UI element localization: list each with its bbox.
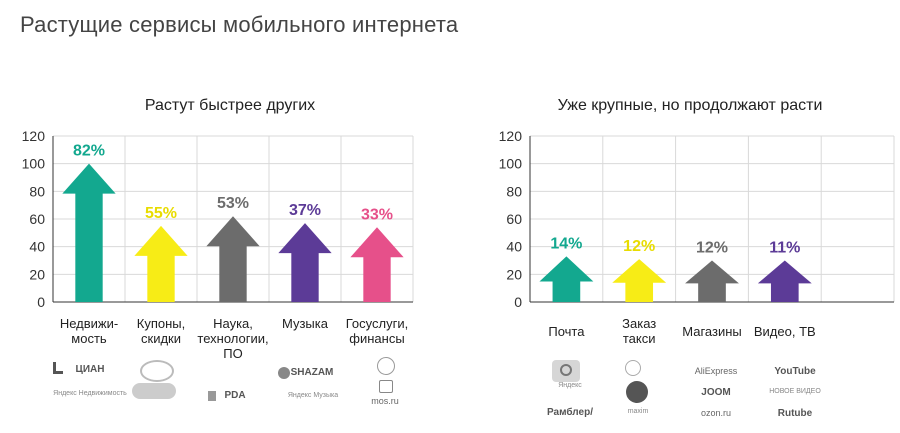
y-tick-label: 20 <box>506 266 522 282</box>
cian-mark-icon <box>53 362 63 374</box>
youtube-logo: YouTube <box>774 366 816 377</box>
y-tick-label: 0 <box>514 294 522 310</box>
data-label-left-3: 53% <box>217 195 249 212</box>
pda-logo: PDA <box>224 390 246 401</box>
page-title: Растущие сервисы мобильного интернета <box>20 12 459 37</box>
shazam-logo: SHAZAM <box>290 367 334 378</box>
yandex-realty-logo: Яндекс Недвижимость <box>53 390 127 397</box>
y-tick-label: 40 <box>506 239 522 255</box>
y-tick-label: 80 <box>29 183 45 199</box>
bar-arrow-right-1 <box>539 256 594 302</box>
category-label-right-2: такси <box>623 331 656 346</box>
y-tick-label: 40 <box>29 239 45 255</box>
y-tick-label: 100 <box>499 156 523 172</box>
maxim-logo: maxim <box>627 408 649 415</box>
y-tick-label: 60 <box>29 211 45 227</box>
category-label-left-1: Недвижи- <box>60 316 118 331</box>
data-label-right-2: 12% <box>623 238 655 255</box>
data-label-left-5: 33% <box>361 206 393 223</box>
category-label-left-5: Госуслуги, <box>346 316 408 331</box>
bar-arrow-right-3 <box>685 260 739 302</box>
mos-ru-logo: mos.ru <box>371 396 399 406</box>
category-label-left-5: финансы <box>349 331 404 346</box>
category-label-left-2: Купоны, <box>137 316 185 331</box>
shazam-mark-icon <box>278 367 290 379</box>
bar-arrow-left-3 <box>206 216 260 302</box>
category-label-right-3: Магазины <box>682 324 742 339</box>
taxi-r-logo-icon <box>626 381 648 403</box>
y-tick-label: 80 <box>506 183 522 199</box>
yandex-mail-logo: Яндекс <box>558 382 582 389</box>
mail-at-icon <box>560 364 572 376</box>
joom-logo: JOOM <box>701 387 731 398</box>
mos-ru-box-icon <box>379 380 393 393</box>
category-label-right-4: Видео, ТВ <box>754 324 816 339</box>
coupon-logo-icon <box>140 360 174 382</box>
ozon-logo: ozon.ru <box>700 408 732 418</box>
bar-arrow-left-1 <box>62 163 116 302</box>
yandex-music-logo: Яндекс Музыка <box>287 392 339 399</box>
aliexpress-logo: AliExpress <box>694 366 738 376</box>
category-label-left-3: ПО <box>223 346 242 361</box>
taxi-logo-icon <box>625 360 641 376</box>
rambler-logo: Рамблер/ <box>547 407 593 418</box>
category-label-left-1: мость <box>71 331 107 346</box>
bar-arrow-left-5 <box>350 227 404 302</box>
data-label-left-4: 37% <box>289 202 321 219</box>
y-tick-label: 20 <box>29 266 45 282</box>
category-label-left-2: скидки <box>141 331 181 346</box>
data-label-left-1: 82% <box>73 143 105 160</box>
y-tick-label: 60 <box>506 211 522 227</box>
chart-right-title: Уже крупные, но продолжают расти <box>557 97 823 114</box>
coupon-logo-2-icon <box>132 383 176 399</box>
category-label-left-3: технологии, <box>197 331 268 346</box>
category-label-left-3: Наука, <box>213 316 253 331</box>
category-label-right-1: Почта <box>548 324 585 339</box>
pda-mark-icon <box>208 391 216 401</box>
data-label-left-2: 55% <box>145 205 177 222</box>
cian-logo: ЦИАН <box>75 364 105 375</box>
y-tick-label: 120 <box>499 128 523 144</box>
y-tick-label: 100 <box>22 156 46 172</box>
data-label-right-1: 14% <box>550 235 582 252</box>
rutube-logo: Rutube <box>777 408 813 419</box>
y-tick-label: 120 <box>22 128 46 144</box>
novoe-video-logo: НОВОЕ ВИДЕО <box>769 388 821 395</box>
category-label-right-2: Заказ <box>622 316 656 331</box>
chart-left-title: Растут быстрее других <box>144 97 316 114</box>
bar-arrow-right-2 <box>612 259 667 302</box>
category-label-left-4: Музыка <box>282 316 329 331</box>
data-label-right-3: 12% <box>696 240 728 257</box>
y-tick-label: 0 <box>37 294 45 310</box>
bar-arrow-left-2 <box>134 225 188 302</box>
mos-ru-mark-icon <box>377 357 395 375</box>
bar-arrow-left-4 <box>278 223 332 302</box>
data-label-right-4: 11% <box>769 240 800 257</box>
bar-arrow-right-4 <box>757 260 812 302</box>
